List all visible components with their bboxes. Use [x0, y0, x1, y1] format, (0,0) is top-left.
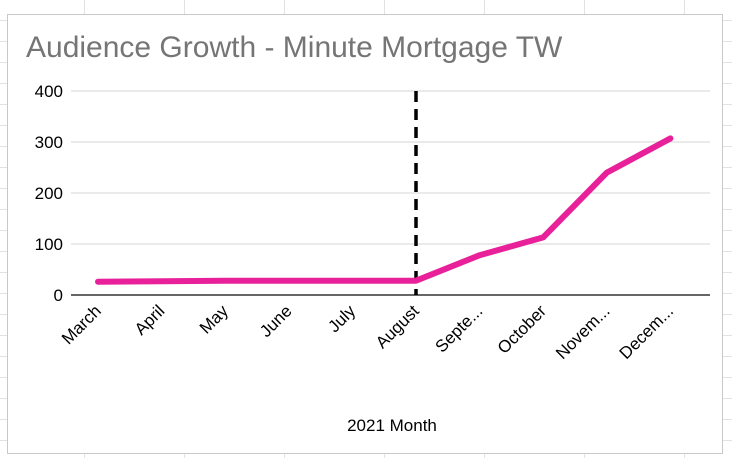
chart-card[interactable]: Audience Growth - Minute Mortgage TW 0 10…	[7, 14, 723, 454]
x-axis-title: 2021 Month	[347, 416, 437, 435]
x-tick-label: March	[58, 301, 105, 348]
y-tick-label: 100	[35, 235, 63, 254]
x-tick-label: Decem...	[616, 301, 678, 363]
line-chart: Audience Growth - Minute Mortgage TW 0 10…	[26, 31, 710, 435]
x-tick-label: July	[324, 301, 359, 336]
y-tick-label: 0	[54, 286, 63, 305]
x-tick-label: April	[131, 301, 168, 338]
x-tick-label: October	[494, 301, 550, 357]
y-tick-label: 400	[35, 82, 63, 101]
x-tick-label: May	[196, 301, 232, 337]
y-tick-label: 200	[35, 184, 63, 203]
series-line	[95, 135, 674, 285]
y-tick-label: 300	[35, 133, 63, 152]
x-tick-label: August	[372, 301, 423, 352]
x-tick-label: Novem...	[552, 301, 614, 363]
chart-title: Audience Growth - Minute Mortgage TW	[26, 31, 563, 64]
x-tick-label: Septe...	[432, 301, 487, 356]
x-tick-label: June	[256, 301, 296, 341]
